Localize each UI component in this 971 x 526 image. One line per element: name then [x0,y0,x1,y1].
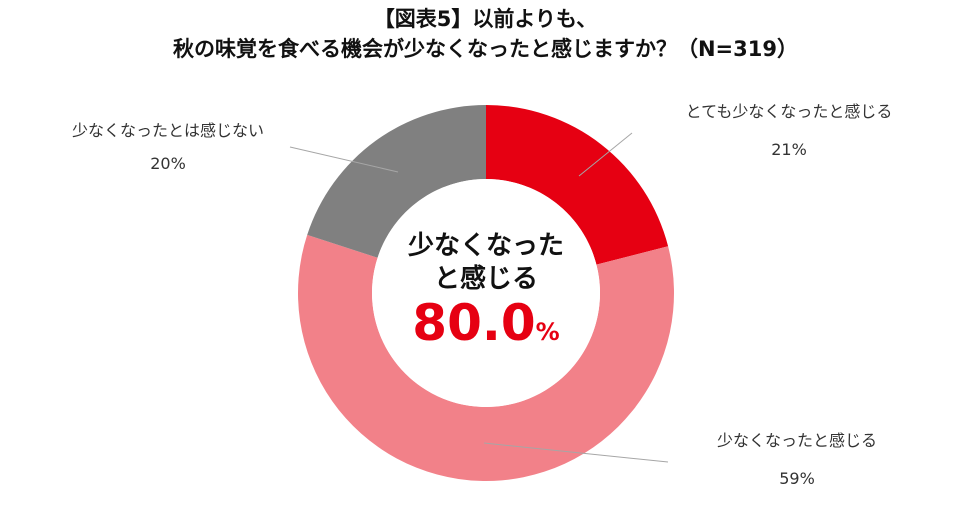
slice-label: とても少なくなったと感じる [686,102,893,121]
donut-hole [372,179,600,407]
center-total-value: 80.0% [412,294,559,352]
center-label-line2: と感じる [434,264,538,294]
leader-line [483,442,669,463]
chart-title-line2: 秋の味覚を食べる機会が少なくなったと感じますか？（N=319） [172,37,798,61]
leader-line [289,146,399,173]
slice-label: 少なくなったと感じる [717,431,877,450]
donut-slice [486,105,669,265]
slice-percent-label: 20% [150,154,186,173]
slice-percent-label: 21% [771,140,807,159]
slice-percent-label: 59% [779,469,815,488]
donut-slice [307,104,486,258]
leader-line [578,132,633,177]
donut-slice [298,234,674,481]
center-label-line1: 少なくなった [407,231,564,261]
slice-label: 少なくなったとは感じない [72,121,264,140]
chart-title-line1: 【図表5】以前よりも、 [373,7,598,31]
